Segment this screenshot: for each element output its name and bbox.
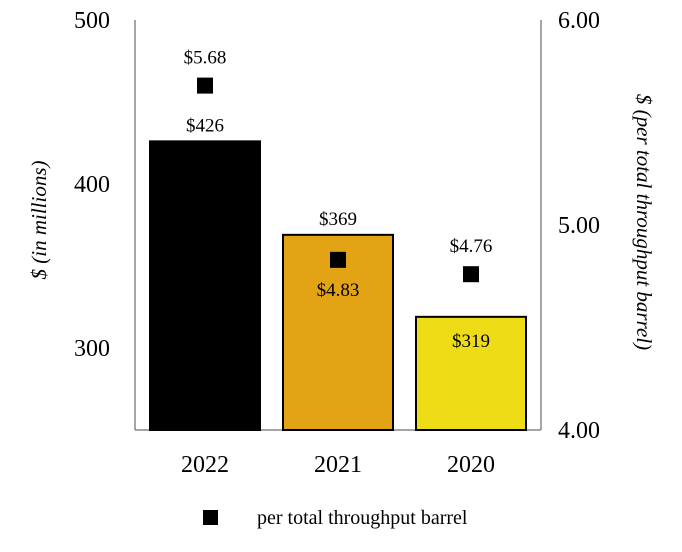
bar-2020 [415, 315, 527, 431]
category-labels-group: 2022 2021 2020 [181, 452, 495, 478]
bar-label-2021: $369 [319, 209, 357, 230]
bars-group [149, 140, 527, 432]
bar-label-2020: $319 [452, 331, 490, 352]
category-label-2022: 2022 [181, 452, 229, 478]
marker-label-2022: $5.68 [184, 48, 227, 69]
right-tick-6.00: 6.00 [558, 8, 600, 34]
category-label-2021: 2021 [314, 452, 362, 478]
left-ticks-group: 300 400 500 [74, 8, 110, 362]
marker-2022 [197, 77, 213, 94]
bar-2022 [149, 140, 261, 432]
legend: per total throughput barrel [203, 507, 468, 529]
marker-label-2021: $4.83 [317, 280, 360, 301]
legend-label: per total throughput barrel [257, 507, 468, 529]
y2-axis-title: $ (per total throughput barrel) [632, 94, 656, 350]
marker-2021 [330, 251, 346, 268]
left-tick-500: 500 [74, 8, 110, 34]
left-tick-400: 400 [74, 172, 110, 198]
left-tick-300: 300 [74, 336, 110, 362]
right-tick-4.00: 4.00 [558, 418, 600, 444]
category-label-2020: 2020 [447, 452, 495, 478]
bar-label-2022: $426 [186, 115, 224, 136]
right-tick-5.00: 5.00 [558, 213, 600, 239]
y-axis-title: $ (in millions) [27, 160, 51, 279]
marker-label-2020: $4.76 [450, 236, 493, 257]
markers-group [197, 77, 479, 283]
legend-marker [203, 510, 218, 525]
right-ticks-group: 4.00 5.00 6.00 [558, 8, 600, 444]
labels-group: $426 $5.68 $369 $4.83 $319 $4.76 [184, 48, 493, 352]
marker-2020 [463, 266, 479, 283]
